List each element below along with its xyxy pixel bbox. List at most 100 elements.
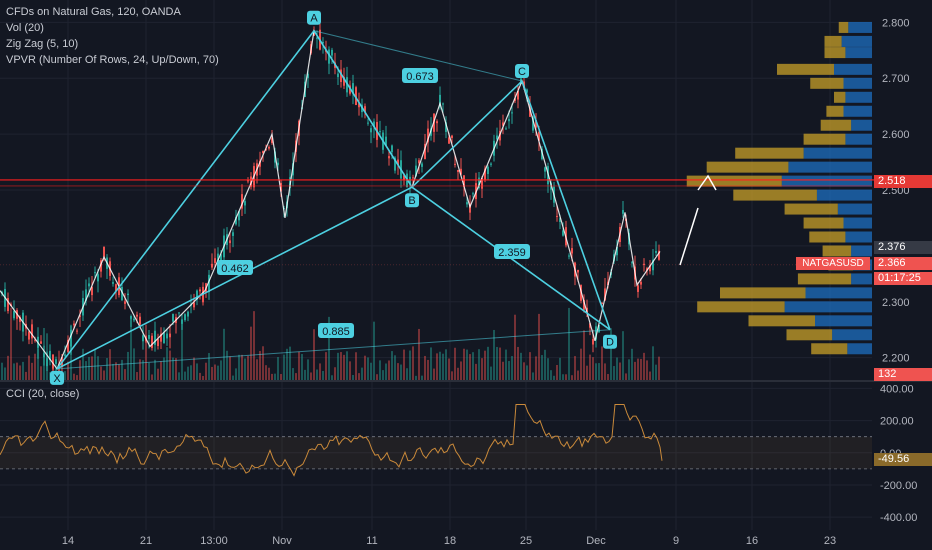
volume-bar xyxy=(112,363,114,380)
horizontal-lines xyxy=(0,179,932,266)
volume-bar xyxy=(616,357,618,380)
vol-indicator-label[interactable]: Vol (20) xyxy=(6,22,44,34)
candle-body xyxy=(55,359,57,364)
candle-body xyxy=(514,98,516,101)
volume-bar xyxy=(166,347,168,380)
candle-body xyxy=(544,167,546,172)
vp-up-bar xyxy=(815,315,872,327)
volume-bar xyxy=(229,356,231,380)
vp-down-bar xyxy=(748,315,815,327)
volume-bar xyxy=(190,365,192,380)
cci-band xyxy=(0,436,872,469)
volume-bar xyxy=(526,365,528,380)
vp-down-bar xyxy=(735,147,804,159)
candle-body xyxy=(154,330,156,345)
volume-bar xyxy=(16,362,18,380)
candle-body xyxy=(532,117,534,131)
vpvr-indicator-label[interactable]: VPVR (Number Of Rows, 24, Up/Down, 70) xyxy=(6,54,219,66)
candle-body xyxy=(70,329,72,347)
candle-body xyxy=(478,177,480,188)
volume-bar xyxy=(13,363,15,380)
candle-body xyxy=(331,49,333,56)
zigzag-indicator-label[interactable]: Zig Zag (5, 10) xyxy=(6,38,79,50)
time-tick-label: 18 xyxy=(444,535,456,547)
price-tick-label: 2.500 xyxy=(882,185,910,197)
time-tick-label: 9 xyxy=(673,535,679,547)
candle-body xyxy=(496,135,498,140)
current-price-tag: 2.376 xyxy=(874,241,932,254)
volume-bar xyxy=(451,371,453,380)
volume-bar xyxy=(349,361,351,380)
volume-bar xyxy=(547,358,549,380)
volume-bar xyxy=(424,355,426,380)
xabcd-pattern[interactable]: X A B C D 0.462 0.673 2.359 0.885 xyxy=(50,10,617,385)
vp-down-bar xyxy=(686,175,782,187)
candle-body xyxy=(397,159,399,166)
volume-tag: 132 xyxy=(874,368,932,381)
candle-body xyxy=(436,121,438,124)
projection-arrow xyxy=(679,207,699,266)
volume-bar xyxy=(28,355,30,380)
pattern-point-box xyxy=(307,10,321,25)
candle-body xyxy=(655,250,657,253)
candle-body xyxy=(583,299,585,310)
volume-bar xyxy=(163,357,165,380)
volume-bar xyxy=(589,354,591,380)
candle-body xyxy=(244,201,246,206)
candle-body xyxy=(163,332,165,344)
volume-bar xyxy=(412,346,414,380)
candle-body xyxy=(133,318,135,321)
candle-body xyxy=(598,325,600,333)
volume-bar xyxy=(487,346,489,380)
candle-body xyxy=(643,263,645,266)
ratio-label-ac: 0.673 xyxy=(402,68,438,83)
candle-body xyxy=(568,255,570,257)
volume-bar xyxy=(208,353,210,380)
volume-bar xyxy=(226,350,228,380)
vp-up-bar xyxy=(845,231,872,243)
volume-bar xyxy=(199,372,201,380)
volume-bar xyxy=(529,352,531,380)
volume-bar xyxy=(619,362,621,380)
vp-down-bar xyxy=(733,189,817,201)
volume-bar xyxy=(187,366,189,380)
candle-body xyxy=(169,333,171,338)
candle-body xyxy=(352,83,354,94)
target-arrow-head xyxy=(697,174,717,191)
volume-bar xyxy=(124,369,126,380)
time-tick-label: 11 xyxy=(366,535,377,547)
candle-body xyxy=(46,358,48,367)
volume-bar xyxy=(361,367,363,380)
candle-body xyxy=(76,330,78,332)
vp-up-bar xyxy=(851,119,872,131)
pattern-point-box xyxy=(405,193,419,208)
volume-bar xyxy=(184,371,186,380)
price-tick-label: 2.200 xyxy=(882,353,910,365)
cci-indicator-label[interactable]: CCI (20, close) xyxy=(6,388,80,400)
volume-bar xyxy=(433,368,435,380)
candle-body xyxy=(268,146,270,149)
vp-up-bar xyxy=(781,175,872,187)
volume-bar xyxy=(91,356,93,380)
candle-body xyxy=(49,350,51,361)
volume-bar xyxy=(352,374,354,380)
volume-bar xyxy=(418,328,420,380)
volume-bar xyxy=(343,354,345,380)
candle-body xyxy=(649,265,651,272)
volume-bar xyxy=(259,350,261,380)
candle-body xyxy=(13,311,15,319)
volume-bar xyxy=(181,320,183,380)
candle-body xyxy=(577,269,579,273)
candle-body xyxy=(235,216,237,225)
volume-bar xyxy=(358,373,360,380)
volume-bar xyxy=(382,370,384,380)
candle-body xyxy=(601,302,603,305)
candle-body xyxy=(136,314,138,317)
vp-up-bar xyxy=(784,301,872,313)
cci-value-tag: -49.56 xyxy=(874,453,932,466)
volume-bar xyxy=(178,372,180,380)
candle-body xyxy=(385,136,387,146)
volume-bar xyxy=(142,360,144,380)
volume-bar xyxy=(373,321,375,380)
